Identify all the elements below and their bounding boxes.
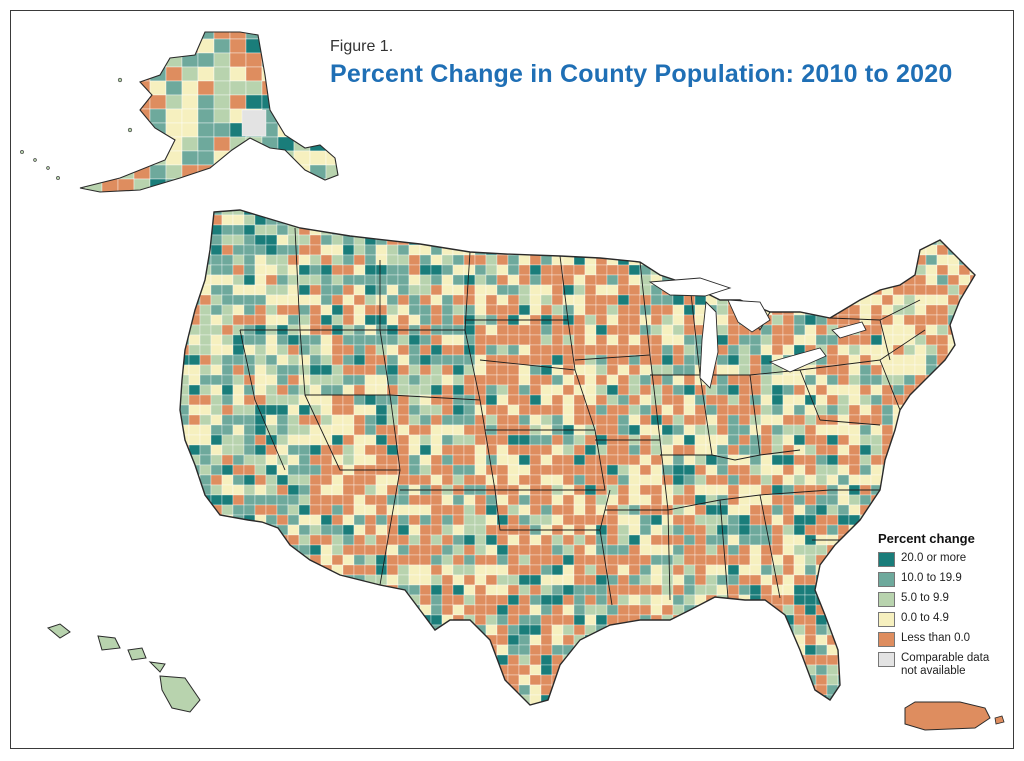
hawaii	[46, 623, 201, 713]
legend-item: Comparable data not available	[878, 652, 1008, 678]
legend-item: 5.0 to 9.9	[878, 592, 1008, 607]
legend: Percent change 20.0 or more 10.0 to 19.9 5…	[878, 531, 1008, 683]
legend-item: 20.0 or more	[878, 552, 1008, 567]
legend-swatch	[878, 552, 895, 567]
great-lakes	[648, 277, 867, 389]
legend-label: 0.0 to 4.9	[901, 612, 949, 624]
legend-swatch	[878, 592, 895, 607]
legend-label: 5.0 to 9.9	[901, 592, 949, 604]
contiguous-us	[179, 209, 976, 706]
puerto-rico	[904, 701, 1005, 731]
legend-swatch	[878, 632, 895, 647]
map-title: Percent Change in County Population: 201…	[330, 60, 953, 88]
legend-label: Comparable data not available	[901, 652, 990, 677]
legend-label: 10.0 to 19.9	[901, 572, 962, 584]
alaska	[20, 31, 339, 193]
legend-label: Less than 0.0	[901, 632, 971, 644]
figure-label: Figure 1.	[330, 38, 394, 55]
legend-swatch	[878, 612, 895, 627]
legend-swatch	[878, 572, 895, 587]
legend-item: 10.0 to 19.9	[878, 572, 1008, 587]
legend-swatch	[878, 652, 895, 667]
legend-label: 20.0 or more	[901, 552, 967, 564]
legend-item: 0.0 to 4.9	[878, 612, 1008, 627]
legend-title: Percent change	[878, 531, 975, 546]
legend-item: Less than 0.0	[878, 632, 1008, 647]
